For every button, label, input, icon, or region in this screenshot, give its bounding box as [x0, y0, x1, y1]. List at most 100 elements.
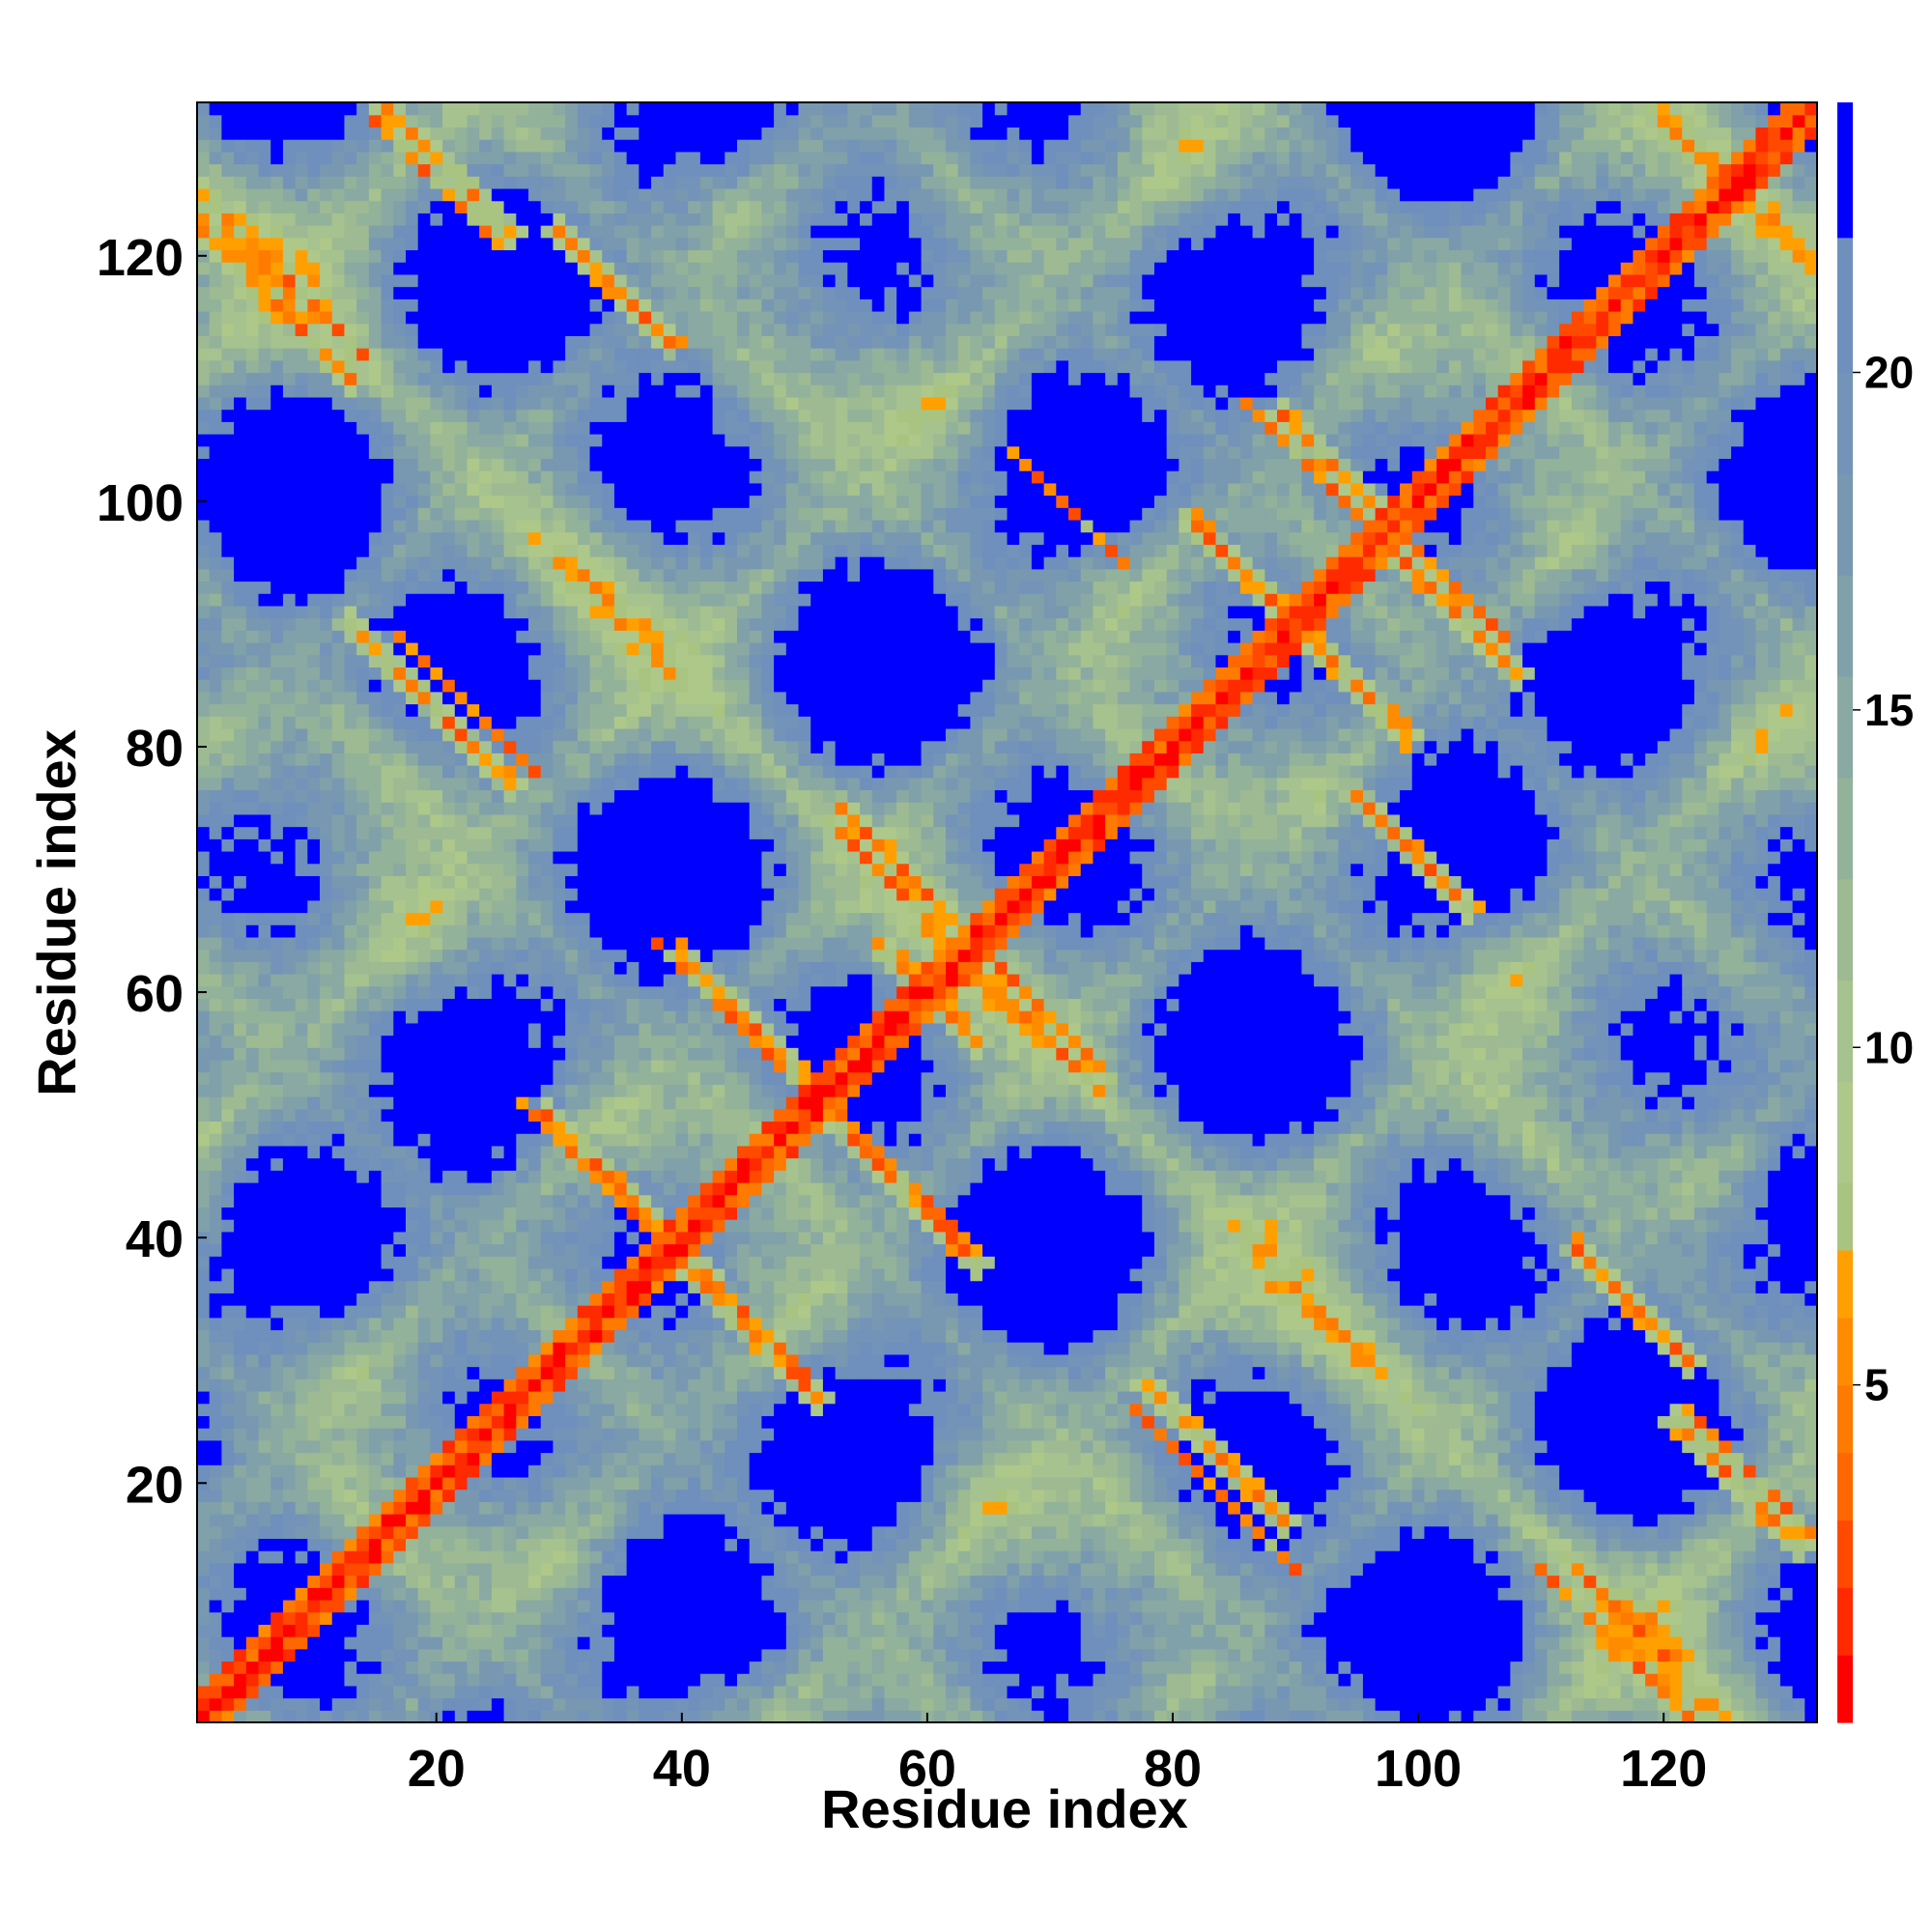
- heatmap-cell: [467, 434, 480, 447]
- heatmap-cell: [553, 838, 566, 852]
- heatmap-cell: [602, 434, 615, 447]
- heatmap-cell: [381, 875, 394, 889]
- heatmap-cell: [356, 286, 370, 299]
- heatmap-cell: [258, 949, 271, 962]
- heatmap-cell: [639, 1010, 652, 1024]
- heatmap-cell: [270, 949, 284, 962]
- heatmap-cell: [577, 1096, 591, 1110]
- heatmap-cell: [245, 262, 260, 275]
- heatmap-cell: [344, 949, 357, 962]
- heatmap-cell: [270, 1231, 284, 1245]
- heatmap-cell: [307, 605, 321, 619]
- heatmap-cell: [602, 1096, 615, 1110]
- heatmap-cell: [344, 213, 357, 226]
- heatmap-cell: [454, 482, 469, 497]
- heatmap-cell: [479, 1636, 493, 1650]
- heatmap-cell: [602, 740, 615, 753]
- heatmap-cell: [209, 1108, 222, 1122]
- heatmap-cell: [258, 213, 271, 226]
- heatmap-cell: [553, 568, 566, 582]
- heatmap-cell: [503, 495, 517, 508]
- heatmap-cell: [626, 495, 639, 508]
- heatmap-cell: [295, 1157, 308, 1171]
- heatmap-cell: [528, 727, 542, 742]
- heatmap-cell: [479, 556, 493, 570]
- heatmap-cell: [613, 679, 628, 693]
- heatmap-cell: [221, 1415, 235, 1429]
- heatmap-cell: [295, 802, 308, 815]
- heatmap-cell: [602, 482, 615, 497]
- heatmap-cell: [368, 974, 383, 987]
- heatmap-cell: [234, 396, 247, 411]
- heatmap-cell: [442, 1084, 456, 1097]
- heatmap-cell: [602, 348, 615, 361]
- heatmap-cell: [516, 187, 529, 202]
- heatmap-cell: [626, 1010, 639, 1024]
- heatmap-cell: [553, 1673, 566, 1687]
- heatmap-cell: [602, 458, 615, 471]
- heatmap-cell: [320, 544, 333, 557]
- heatmap-cell: [577, 1329, 591, 1343]
- heatmap-cell: [516, 789, 529, 803]
- heatmap-cell: [417, 262, 431, 275]
- heatmap-cell: [393, 1366, 407, 1379]
- heatmap-cell: [356, 1293, 370, 1306]
- heatmap-cell: [613, 421, 628, 435]
- heatmap-cell: [516, 912, 529, 925]
- heatmap-cell: [245, 850, 260, 865]
- heatmap-cell: [307, 727, 321, 742]
- heatmap-cell: [381, 1280, 394, 1293]
- heatmap-cell: [528, 176, 542, 189]
- heatmap-cell: [602, 1342, 615, 1355]
- heatmap-cell: [405, 1587, 419, 1601]
- heatmap-cell: [356, 1575, 370, 1588]
- heatmap-cell: [454, 1096, 469, 1110]
- heatmap-cell: [331, 359, 346, 374]
- heatmap-cell: [540, 777, 554, 791]
- heatmap-cell: [442, 1035, 456, 1048]
- heatmap-cell: [381, 703, 394, 717]
- heatmap-cell: [405, 1501, 419, 1515]
- heatmap-cell: [295, 1452, 308, 1465]
- heatmap-cell: [467, 863, 480, 876]
- heatmap-cell: [442, 1550, 456, 1564]
- heatmap-cell: [454, 176, 469, 189]
- heatmap-cell: [589, 888, 603, 901]
- heatmap-cell: [368, 1010, 383, 1024]
- heatmap-cell: [234, 335, 247, 349]
- heatmap-cell: [344, 409, 357, 422]
- heatmap-cell: [479, 1317, 493, 1331]
- heatmap-cell: [565, 568, 579, 582]
- heatmap-cell: [430, 163, 443, 177]
- heatmap-cell: [430, 139, 443, 153]
- heatmap-cell: [479, 409, 493, 422]
- heatmap-cell: [430, 974, 443, 987]
- heatmap-cell: [479, 703, 493, 717]
- heatmap-cell: [651, 740, 665, 753]
- heatmap-cell: [577, 1194, 591, 1208]
- heatmap-cell: [417, 1353, 431, 1368]
- heatmap-cell: [282, 1035, 297, 1048]
- heatmap-cell: [197, 850, 211, 865]
- heatmap-cell: [639, 1170, 652, 1183]
- heatmap-cell: [344, 642, 357, 656]
- heatmap-cell: [626, 531, 639, 545]
- heatmap-cell: [467, 1378, 480, 1392]
- heatmap-cell: [344, 1697, 357, 1711]
- heatmap-cell: [442, 1611, 456, 1625]
- heatmap-cell: [565, 642, 579, 656]
- heatmap-cell: [639, 1329, 652, 1343]
- heatmap-cell: [589, 1452, 603, 1465]
- heatmap-cell: [417, 753, 431, 766]
- heatmap-cell: [331, 1452, 346, 1465]
- heatmap-cell: [479, 593, 493, 607]
- heatmap-cell: [209, 1525, 222, 1540]
- heatmap-cell: [209, 556, 222, 570]
- heatmap-cell: [613, 286, 628, 299]
- heatmap-cell: [553, 753, 566, 766]
- heatmap-cell: [540, 1108, 554, 1122]
- heatmap-cell: [626, 1428, 639, 1441]
- heatmap-cell: [209, 237, 222, 251]
- heatmap-cell: [626, 838, 639, 852]
- heatmap-cell: [613, 1710, 628, 1723]
